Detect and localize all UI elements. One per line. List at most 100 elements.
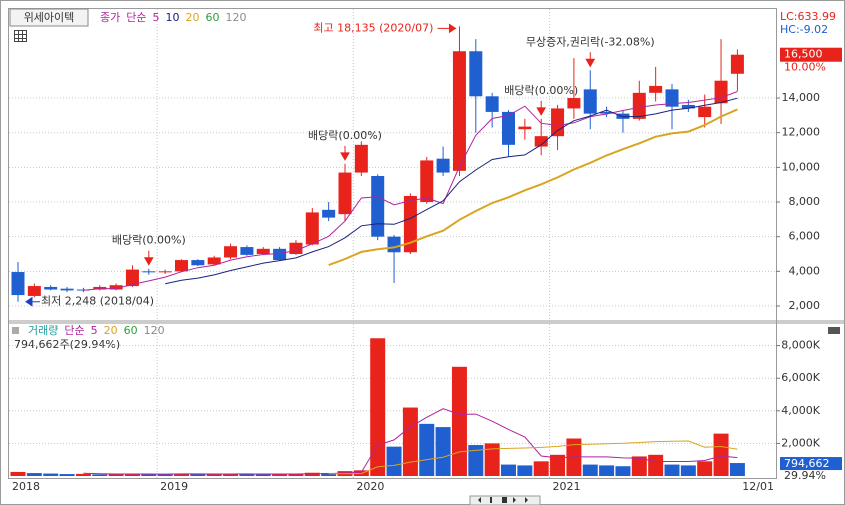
moving-average <box>328 440 738 475</box>
y-tick-label: 4,000K <box>781 404 820 417</box>
event-arrow <box>585 52 596 68</box>
candle-body <box>485 96 499 112</box>
x-tick-label: 2021 <box>553 480 581 493</box>
volume-bar <box>484 443 500 476</box>
legend-entry: 10 <box>166 11 180 24</box>
volume-bar <box>533 461 549 476</box>
candle-body <box>289 242 303 255</box>
volume-bar <box>648 454 664 476</box>
event-arrow <box>536 100 547 116</box>
y-tick-label: 8,000 <box>789 195 821 208</box>
end-date-label: 12/01 <box>742 480 774 493</box>
volume-bar <box>223 473 239 476</box>
candle-body <box>338 172 352 215</box>
candle-body <box>583 89 597 114</box>
volume-bar <box>451 366 467 476</box>
scrollbar[interactable] <box>469 495 541 505</box>
volume-bar <box>92 474 108 476</box>
legend-entry: 단순 <box>126 11 146 24</box>
candle-body <box>11 272 25 296</box>
moving-average <box>83 91 738 291</box>
volume-bar <box>370 338 386 476</box>
legend-entry: 120 <box>226 11 247 24</box>
volume-header: 794,662주(29.94%) <box>14 338 120 351</box>
event-label: 배당락(0.00%) <box>308 129 382 142</box>
candle-body <box>567 98 581 109</box>
candle-body <box>551 108 565 137</box>
volume-bar <box>108 474 124 476</box>
candle-body <box>600 111 614 114</box>
candle-body <box>44 286 58 290</box>
candle-body <box>714 80 728 104</box>
legend-entry: 20 <box>186 11 200 24</box>
y-tick-label: 6,000 <box>789 230 821 243</box>
volume-bar <box>729 463 745 476</box>
candle-body <box>191 260 205 266</box>
change-rate: 10.00% <box>784 61 826 74</box>
candle-body <box>730 54 744 74</box>
candle-body <box>403 195 417 253</box>
volume-bar <box>239 474 255 476</box>
y-tick-label: 4,000 <box>789 264 821 277</box>
stock-name[interactable]: 위세아이텍 <box>24 11 75 24</box>
event-label: 배당락(0.00%) <box>112 234 186 247</box>
candle-body <box>371 176 385 237</box>
candle-body <box>175 260 188 272</box>
candle-body <box>142 271 156 273</box>
y-tick-label: 10,000 <box>782 160 821 173</box>
event-arrow <box>340 145 350 161</box>
candle-body <box>665 89 679 107</box>
moving-average <box>328 108 738 267</box>
y-tick-label: 2,000K <box>781 436 820 449</box>
candle-body <box>224 246 238 258</box>
y-tick-label: 8,000K <box>781 339 820 352</box>
volume-bar <box>304 472 320 476</box>
legend-entry: 거래량 <box>28 324 58 337</box>
volume-bar <box>501 464 516 476</box>
y-tick-label: 6,000K <box>781 371 820 384</box>
volume-bar <box>59 474 75 476</box>
high-label: 최고 18,135 (2020/07) <box>313 21 433 34</box>
stock-button[interactable] <box>9 8 89 27</box>
candle-body <box>354 144 368 173</box>
volume-bar <box>419 423 435 476</box>
volume-bar <box>468 445 484 476</box>
candle-body <box>305 212 319 245</box>
legend-entry: 5 <box>91 324 98 337</box>
volume-bar <box>435 427 451 476</box>
event-label: 배당락(0.00%) <box>504 84 578 97</box>
volume-bar <box>582 464 598 476</box>
volume-bar <box>697 461 713 476</box>
candle-body <box>518 126 532 130</box>
candle-body <box>436 158 450 173</box>
volume-bar <box>550 454 566 476</box>
current-price-box <box>780 47 842 62</box>
volume-bar <box>321 473 337 476</box>
volume-bar <box>255 474 271 476</box>
volume-bar <box>124 473 140 476</box>
panel-button[interactable] <box>828 327 840 334</box>
moving-average <box>165 97 738 285</box>
plot-frame <box>8 8 777 479</box>
volume-bar <box>631 456 647 476</box>
volume-bar <box>517 465 533 476</box>
volume-bar <box>75 473 91 476</box>
volume-ratio: 29.94% <box>784 469 826 482</box>
x-tick-label: 2019 <box>160 480 188 493</box>
candle-body <box>207 257 221 265</box>
volume-bar <box>26 473 42 476</box>
current-volume: 794,662 <box>784 457 830 470</box>
x-tick-label: 2018 <box>12 480 40 493</box>
volume-bar <box>599 465 615 476</box>
volume-bar <box>386 446 402 476</box>
current-price: 16,500 <box>784 48 823 61</box>
volume-bar <box>272 474 288 476</box>
grid-icon[interactable] <box>14 30 27 42</box>
candle-body <box>534 136 548 147</box>
legend-entry: 20 <box>104 324 118 337</box>
legend-entry: 120 <box>144 324 165 337</box>
volume-bar <box>288 473 304 476</box>
volume-bar <box>10 471 26 476</box>
candle-body <box>632 92 646 119</box>
